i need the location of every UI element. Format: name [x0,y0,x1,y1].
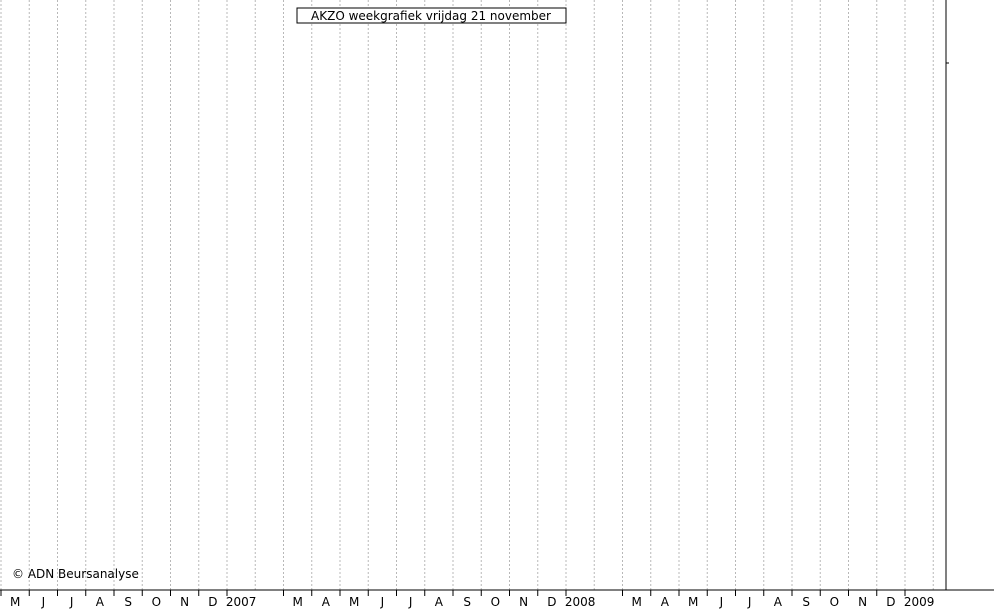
x-ticks: M J J A S O N D 2007 M A M J J A S O N D 2008 M A M J J A S O N D 2009 [0,590,935,609]
x-tick-label: S [802,595,810,609]
x-tick-label: N [519,595,528,609]
x-tick-label: J [719,595,724,609]
x-tick-label: J [69,595,74,609]
x-tick-label: N [858,595,867,609]
x-tick-label: M [292,595,302,609]
axes [0,0,994,591]
x-tick-label: J [408,595,413,609]
x-tick-label: J [41,595,46,609]
x-tick-label: M [349,595,359,609]
x-tick-label: A [774,595,783,609]
x-tick-label: D [547,595,556,609]
x-tick-label: D [886,595,895,609]
x-tick-label: 2007 [226,595,257,609]
x-tick-label: A [96,595,105,609]
chart-title: AKZO weekgrafiek vrijdag 21 november [311,9,551,23]
x-tick-label: N [180,595,189,609]
x-tick-label: M [631,595,641,609]
x-tick-label: O [830,595,839,609]
x-tick-label: J [747,595,752,609]
x-tick-label: O [152,595,161,609]
x-tick-label: S [124,595,132,609]
x-tick-label: J [380,595,385,609]
x-tick-label: A [322,595,331,609]
x-tick-label: D [208,595,217,609]
x-tick-label: M [10,595,20,609]
x-tick-label: A [661,595,670,609]
x-tick-label: O [491,595,500,609]
x-tick-label: 2009 [904,595,935,609]
x-tick-label: M [688,595,698,609]
x-tick-label: 2008 [565,595,596,609]
title-box [296,7,567,24]
copyright-text: © ADN Beursanalyse [12,567,139,581]
x-tick-label: S [463,595,471,609]
x-tick-label: A [435,595,444,609]
